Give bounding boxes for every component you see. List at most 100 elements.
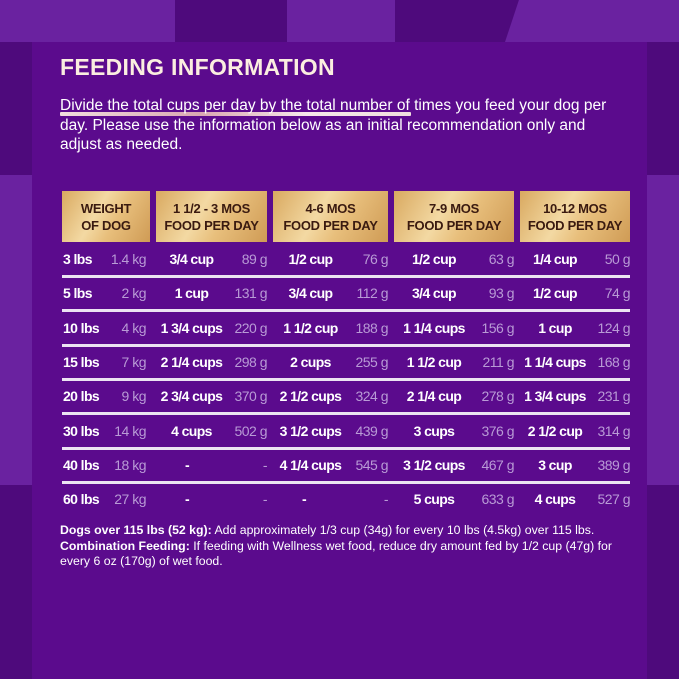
row-divider (62, 446, 630, 450)
table-row: 20 lbs 9 kg 2 3/4 cups 370 g 2 1/2 cups 324 g… (62, 381, 630, 416)
food-grams: 278 g (481, 388, 514, 405)
food-grams: - (262, 491, 268, 508)
food-grams: - (262, 456, 268, 473)
food-cups: 4 1/4 cups (279, 456, 342, 473)
food-grams: 131 g (234, 285, 267, 302)
column-header-line1: 10-12 MOS (543, 200, 607, 216)
column-header: 1 1/2 - 3 MOS FOOD PER DAY (156, 191, 267, 242)
column-header-line1: 1 1/2 - 3 MOS (172, 200, 250, 216)
food-cups: - (184, 491, 190, 508)
row-divider (62, 275, 630, 278)
weight-kg: 1.4 kg (110, 251, 147, 267)
food-cups: 3/4 cup (411, 285, 457, 302)
food-cups: 2 1/2 cups (279, 388, 342, 405)
food-cups: - (184, 456, 190, 473)
food-cups: 1 3/4 cups (160, 319, 223, 336)
food-grams: 314 g (597, 422, 630, 439)
food-grams: 220 g (234, 319, 267, 336)
weight-kg: 2 kg (121, 285, 147, 302)
food-grams: 439 g (355, 422, 388, 439)
content-panel (32, 42, 647, 679)
food-cups: 3 1/2 cups (403, 456, 465, 473)
food-cups: 1 cup (174, 285, 209, 302)
food-grams: 112 g (356, 285, 389, 302)
food-grams: 63 g (488, 251, 515, 267)
decor-top-center (287, 0, 395, 42)
weight-kg: 18 kg (114, 456, 146, 473)
weight-lbs: 10 lbs (63, 319, 100, 336)
food-grams: 124 g (597, 319, 630, 336)
food-grams: 324 g (355, 388, 388, 405)
food-grams: 50 g (604, 251, 631, 267)
row-divider (62, 480, 630, 484)
food-grams: 89 g (241, 251, 268, 267)
column-header: 4-6 MOS FOOD PER DAY (273, 191, 388, 242)
food-grams: 255 g (355, 353, 388, 370)
table-row: 5 lbs 2 kg 1 cup 131 g 3/4 cup 112 g 3/4 cup 93… (62, 278, 631, 313)
column-header-line2: OF DOG (81, 217, 131, 233)
food-cups: 1 1/2 cup (406, 353, 462, 370)
food-grams: 76 g (362, 251, 389, 267)
column-header: 7-9 MOS FOOD PER DAY (394, 191, 514, 242)
food-cups: 1 1/4 cups (524, 353, 586, 370)
food-grams: 211 g (482, 353, 515, 370)
row-divider (62, 412, 630, 416)
weight-kg: 27 kg (114, 491, 146, 508)
footnote-label-large-dogs: Dogs over 115 lbs (52 kg): (60, 523, 212, 537)
weight-lbs: 30 lbs (63, 422, 100, 439)
food-cups: - (301, 491, 307, 508)
footnote-label-combination: Combination Feeding: (60, 538, 190, 553)
food-grams: 389 g (597, 456, 630, 473)
column-header-line1: 4-6 MOS (305, 200, 356, 216)
table-row: 60 lbs 27 kg - - - - 5 cups 633 g 4 cups 527 g (62, 484, 630, 518)
weight-lbs: 3 lbs (63, 251, 93, 267)
food-grams: 93 g (488, 285, 515, 302)
footnote-text-large-dogs: Add approximately 1/3 cup (34g) for ever… (211, 523, 595, 537)
weight-lbs: 15 lbs (63, 353, 100, 370)
food-cups: 1/2 cup (288, 251, 333, 267)
table-row: 30 lbs 14 kg 4 cups 502 g 3 1/2 cups 439 g 3 c… (62, 416, 630, 450)
column-header-line2: FOOD PER DAY (406, 217, 502, 233)
title-underline (60, 112, 411, 116)
food-grams: 502 g (234, 422, 267, 439)
column-header-line1: 7-9 MOS (429, 200, 479, 216)
weight-kg: 14 kg (114, 422, 146, 439)
weight-lbs: 5 lbs (63, 285, 93, 302)
food-cups: 1/2 cup (532, 285, 578, 302)
food-cups: 2 cups (290, 353, 331, 370)
food-grams: 370 g (234, 388, 267, 405)
weight-lbs: 60 lbs (63, 491, 100, 508)
food-cups: 1 1/4 cups (403, 319, 465, 336)
food-grams: - (383, 491, 389, 508)
row-divider (62, 343, 630, 347)
food-cups: 3 1/2 cups (279, 422, 342, 439)
column-header: 10-12 MOS FOOD PER DAY (520, 191, 630, 242)
page-title: FEEDING INFORMATION (60, 54, 335, 80)
food-cups: 2 1/2 cup (527, 422, 583, 439)
row-divider (62, 309, 630, 313)
food-cups: 2 3/4 cups (160, 388, 223, 405)
column-header-line2: FOOD PER DAY (527, 217, 623, 233)
decor-left-side (0, 175, 32, 485)
decor-right-side (647, 175, 679, 485)
decor-top-right (505, 0, 679, 42)
food-cups: 2 1/4 cup (406, 388, 462, 405)
food-grams: 231 g (597, 388, 630, 405)
food-grams: 74 g (604, 285, 631, 302)
food-grams: 376 g (481, 422, 514, 439)
food-grams: 168 g (597, 353, 630, 370)
weight-lbs: 40 lbs (63, 456, 100, 473)
table-row: 10 lbs 4 kg 1 3/4 cups 220 g 1 1/2 cup 188 g 1… (62, 313, 630, 347)
food-cups: 5 cups (413, 491, 455, 508)
food-cups: 2 1/4 cups (160, 353, 223, 370)
food-grams: 545 g (355, 456, 388, 473)
footnote-text-combination: If feeding with Wellness wet food, reduc… (60, 538, 612, 569)
food-cups: 1 cup (538, 319, 572, 336)
intro-text: Divide the total cups per day by the tot… (60, 97, 607, 153)
weight-kg: 4 kg (121, 319, 147, 336)
column-header: WEIGHT OF DOG (62, 191, 150, 242)
food-grams: 156 g (481, 319, 514, 336)
row-divider (62, 377, 630, 381)
weight-lbs: 20 lbs (63, 388, 100, 405)
